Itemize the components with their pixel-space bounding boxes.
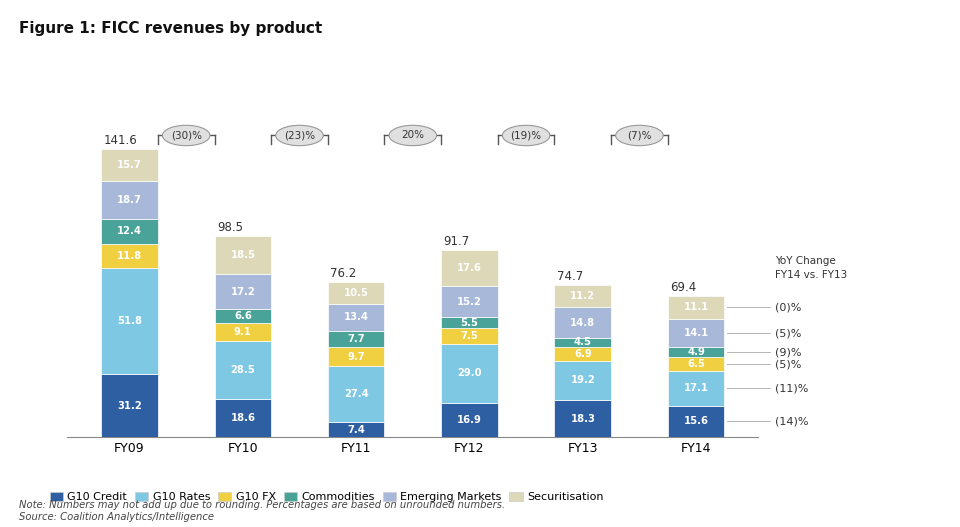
Text: 17.6: 17.6	[457, 264, 482, 274]
Bar	[214, 274, 271, 309]
Bar	[101, 219, 157, 244]
Bar	[442, 328, 498, 344]
Text: 69.4: 69.4	[670, 281, 696, 294]
Text: 7.5: 7.5	[461, 331, 478, 341]
Bar	[101, 268, 157, 374]
Text: 11.1: 11.1	[684, 302, 708, 313]
Text: (0)%: (0)%	[776, 302, 802, 313]
Text: 4.5: 4.5	[574, 337, 591, 347]
Bar	[442, 286, 498, 317]
Text: (23)%: (23)%	[284, 131, 315, 141]
Text: Figure 1: FICC revenues by product: Figure 1: FICC revenues by product	[19, 21, 323, 36]
Text: 16.9: 16.9	[457, 415, 482, 425]
Bar	[668, 296, 725, 319]
Text: 15.7: 15.7	[117, 160, 142, 170]
Bar	[555, 307, 612, 338]
Bar	[214, 309, 271, 323]
Bar	[668, 357, 725, 370]
Bar	[668, 319, 725, 347]
Text: 14.1: 14.1	[684, 328, 708, 338]
Bar	[442, 403, 498, 437]
Text: 6.6: 6.6	[234, 311, 252, 321]
Bar	[555, 338, 612, 347]
Bar	[555, 361, 612, 400]
Text: (5)%: (5)%	[776, 359, 802, 369]
Text: Note: Numbers may not add up due to rounding. Percentages are based on unrounded: Note: Numbers may not add up due to roun…	[19, 500, 505, 522]
Bar	[214, 399, 271, 437]
Bar	[327, 282, 384, 304]
Text: 74.7: 74.7	[557, 270, 583, 282]
Text: 28.5: 28.5	[230, 365, 255, 375]
Bar	[214, 237, 271, 274]
Text: 91.7: 91.7	[444, 235, 469, 248]
Text: 12.4: 12.4	[117, 227, 142, 237]
Text: 15.2: 15.2	[457, 297, 482, 307]
Bar	[442, 344, 498, 403]
Text: 6.5: 6.5	[687, 359, 705, 369]
Text: 31.2: 31.2	[117, 401, 142, 411]
Text: 4.9: 4.9	[687, 347, 705, 357]
Text: 14.8: 14.8	[570, 318, 595, 328]
Text: 13.4: 13.4	[344, 313, 369, 322]
Ellipse shape	[389, 125, 437, 145]
Bar	[668, 347, 725, 357]
Bar	[327, 304, 384, 331]
Ellipse shape	[276, 125, 324, 145]
Bar	[101, 181, 157, 219]
Bar	[327, 331, 384, 347]
Text: 20%: 20%	[401, 131, 424, 141]
Bar	[214, 323, 271, 341]
Text: (19)%: (19)%	[511, 131, 541, 141]
Text: YoY Change
FY14 vs. FY13: YoY Change FY14 vs. FY13	[776, 256, 848, 280]
Text: 6.9: 6.9	[574, 349, 591, 359]
Text: 98.5: 98.5	[217, 221, 243, 235]
Text: 17.1: 17.1	[684, 383, 708, 393]
Text: 18.5: 18.5	[230, 250, 255, 260]
Bar	[214, 341, 271, 399]
Text: 5.5: 5.5	[461, 318, 478, 328]
Text: 9.7: 9.7	[348, 352, 365, 362]
Ellipse shape	[615, 125, 663, 145]
Bar	[327, 347, 384, 366]
Text: (9)%: (9)%	[776, 347, 802, 357]
Ellipse shape	[162, 125, 210, 145]
Bar	[442, 250, 498, 286]
Text: 51.8: 51.8	[117, 316, 142, 326]
Text: 7.4: 7.4	[348, 425, 365, 435]
Legend: G10 Credit, G10 Rates, G10 FX, Commodities, Emerging Markets, Securitisation: G10 Credit, G10 Rates, G10 FX, Commoditi…	[45, 487, 609, 506]
Text: 9.1: 9.1	[234, 327, 252, 337]
Text: 29.0: 29.0	[457, 368, 482, 378]
Text: 18.7: 18.7	[117, 194, 142, 204]
Text: 19.2: 19.2	[570, 376, 595, 385]
Bar	[555, 285, 612, 307]
Bar	[327, 366, 384, 422]
Bar	[555, 400, 612, 437]
Text: 76.2: 76.2	[330, 267, 356, 280]
Text: 27.4: 27.4	[344, 389, 369, 399]
Bar	[668, 406, 725, 437]
Bar	[101, 244, 157, 268]
Text: 17.2: 17.2	[230, 287, 255, 297]
Text: 11.8: 11.8	[117, 251, 142, 261]
Text: 11.2: 11.2	[570, 291, 595, 301]
Text: 7.7: 7.7	[348, 334, 365, 344]
Text: 18.6: 18.6	[230, 414, 255, 423]
Bar	[101, 374, 157, 437]
Text: 15.6: 15.6	[684, 416, 708, 426]
Bar	[668, 370, 725, 406]
Text: 10.5: 10.5	[344, 288, 369, 298]
Bar	[555, 347, 612, 361]
Text: (30)%: (30)%	[171, 131, 202, 141]
Bar	[327, 422, 384, 437]
Text: (11)%: (11)%	[776, 383, 808, 393]
Text: 141.6: 141.6	[104, 133, 137, 147]
Bar	[442, 317, 498, 328]
Ellipse shape	[502, 125, 550, 145]
Text: 18.3: 18.3	[570, 414, 595, 424]
Text: (5)%: (5)%	[776, 328, 802, 338]
Text: (7)%: (7)%	[627, 131, 652, 141]
Text: (14)%: (14)%	[776, 416, 809, 426]
Bar	[101, 149, 157, 181]
